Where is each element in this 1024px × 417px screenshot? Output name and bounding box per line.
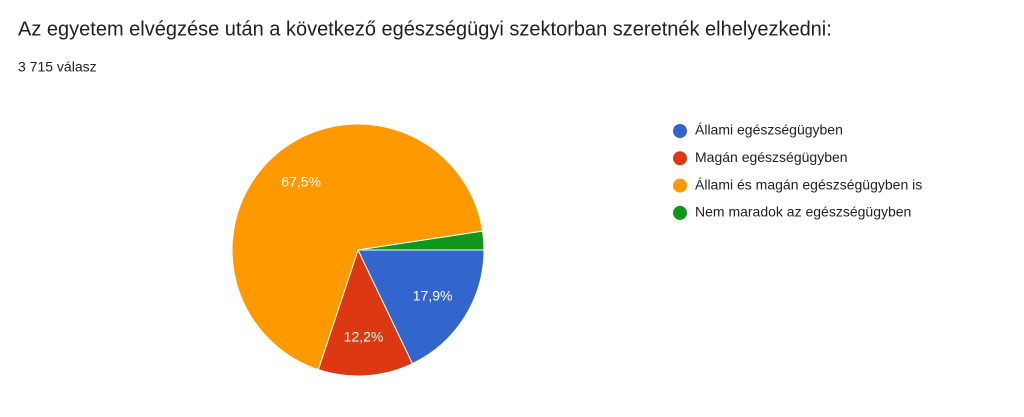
legend-marker [673,178,687,193]
legend-marker [673,124,687,138]
pie-slice [357,249,485,365]
slice-label: 17,9% [413,288,453,304]
legend-label: Nem maradok az egészségügyben [695,204,911,220]
legend-label: Állami egészségügyben [695,122,843,138]
pie-slice [231,123,484,371]
pie-slice [357,230,485,251]
chart-title: Az egyetem elvégzése után a következő eg… [18,18,832,40]
slice-label: 67,5% [281,173,321,189]
legend-label: Magán egészségügyben [695,149,848,165]
legend-marker [673,151,687,166]
legend-label: Állami és magán egészségügyben is [695,176,922,192]
slice-label: 12,2% [344,329,384,345]
legend-marker [673,205,687,220]
pie-slice [317,248,414,377]
response-count: 3 715 válasz [18,59,97,75]
